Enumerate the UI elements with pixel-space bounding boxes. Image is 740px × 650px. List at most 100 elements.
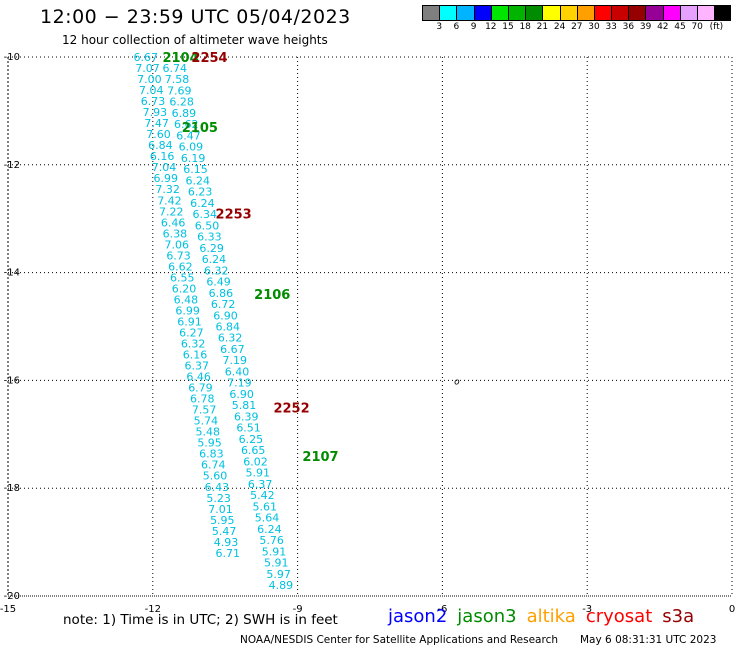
lat-tick-label: -12 (4, 160, 20, 171)
wave-height-value: 6.39 (234, 410, 259, 423)
wave-height-value: 6.38 (163, 227, 188, 240)
wave-height-value: 6.46 (161, 216, 186, 229)
wave-height-value: 7.07 (135, 62, 160, 75)
colorbar-label: 36 (622, 22, 635, 32)
wave-height-value: 6.02 (243, 455, 268, 468)
wave-height-value: 7.60 (146, 128, 171, 141)
wave-height-value: 7.04 (152, 161, 177, 174)
wave-height-value: 7.22 (159, 205, 184, 218)
wave-height-value: 6.24 (190, 197, 215, 210)
wave-height-value: 6.62 (168, 260, 193, 273)
lon-tick-label: -9 (293, 604, 303, 615)
wave-height-value: 5.23 (206, 492, 231, 505)
wave-height-value: 5.91 (264, 557, 289, 570)
page-title: 12:00 − 23:59 UTC 05/04/2023 (40, 6, 351, 28)
wave-height-value: 6.91 (177, 315, 202, 328)
wave-height-value: 6.51 (236, 422, 261, 435)
wave-height-value: 6.86 (209, 287, 234, 300)
wave-height-value: 6.99 (175, 304, 200, 317)
pass-time-label: 2104 (162, 51, 198, 66)
page-subtitle: 12 hour collection of altimeter wave hei… (62, 33, 328, 47)
lat-tick-label: -16 (4, 375, 20, 386)
wave-height-value: 6.71 (216, 547, 241, 560)
map-frame (7, 56, 733, 597)
map-feature: o (454, 377, 460, 387)
wave-height-value: 4.89 (269, 579, 294, 592)
colorbar-label: 39 (639, 22, 652, 32)
wave-height-value: 6.27 (179, 326, 204, 339)
wave-height-value: 5.91 (246, 467, 271, 480)
wave-height-value: 7.57 (192, 404, 217, 417)
colorbar-swatch (662, 5, 680, 21)
colorbar-label: 33 (605, 22, 617, 32)
colorbar-label: 18 (519, 22, 531, 32)
wave-height-value: 6.74 (162, 62, 187, 75)
wave-height-value: 6.67 (220, 343, 245, 356)
satellite-legend: jason2 jason3 altika cryosat s3a (388, 606, 704, 627)
colorbar-swatch (525, 5, 543, 21)
wave-height-value: 5.74 (194, 415, 219, 428)
wave-height-value: 6.43 (205, 481, 230, 494)
generation-timestamp: May 6 08:31:31 UTC 2023 (580, 634, 717, 646)
colorbar-label: 9 (470, 22, 477, 32)
colorbar-swatch (697, 5, 715, 21)
footnote: note: 1) Time is in UTC; 2) SWH is in fe… (63, 612, 338, 628)
lat-tick-label: -10 (4, 52, 20, 63)
wave-height-value: 5.48 (195, 426, 220, 439)
lon-tick-label: -6 (437, 604, 447, 615)
colorbar-swatch (628, 5, 646, 21)
wave-height-value: 6.73 (141, 95, 166, 108)
colorbar-label: 30 (588, 22, 600, 32)
wave-height-value: 6.29 (199, 242, 224, 255)
wave-height-value: 6.33 (197, 231, 222, 244)
colorbar-swatch (559, 5, 577, 21)
wave-height-value: 5.91 (262, 545, 287, 558)
pass-time-label: 2107 (302, 450, 338, 465)
lat-tick-label: -14 (4, 268, 20, 279)
wave-height-value: 7.32 (155, 183, 180, 196)
credit-line: NOAA/NESDIS Center for Satellite Applica… (240, 634, 558, 646)
wave-height-value: 5.64 (255, 512, 279, 525)
wave-height-value: 6.19 (181, 152, 206, 165)
wave-height-value: 5.97 (266, 568, 291, 581)
wave-height-value: 5.76 (259, 534, 284, 547)
wave-height-value: 6.28 (169, 96, 194, 109)
colorbar-swatch (473, 5, 491, 21)
map-grid (7, 56, 733, 597)
colorbar-swatch (490, 5, 508, 21)
legend-item-jason2: jason2 (388, 606, 448, 627)
wave-height-value: 4.93 (214, 536, 239, 549)
wave-height-value: 5.95 (210, 514, 235, 527)
legend-item-jason3: jason3 (457, 606, 517, 627)
wave-height-value: 6.32 (181, 338, 206, 351)
wave-height-value: 5.81 (232, 399, 257, 412)
wave-height-value: 7.42 (157, 194, 182, 207)
wave-height-value: 6.34 (192, 208, 217, 221)
satellite-tracks: 6.677.077.007.046.737.937.477.606.846.16… (133, 51, 293, 592)
pass-time-label: 2253 (216, 207, 252, 222)
wave-height-value: 5.47 (212, 525, 237, 538)
wave-height-value: 6.24 (186, 174, 211, 187)
colorbar-swatch (611, 5, 629, 21)
lon-tick-label: -12 (145, 604, 161, 615)
wave-height-value: 7.47 (144, 117, 169, 130)
wave-height-value: 6.15 (183, 163, 208, 176)
colorbar-swatch (679, 5, 697, 21)
lat-tick-label: -20 (4, 591, 20, 602)
wave-height-value: 6.67 (133, 51, 158, 64)
wave-height-value: 6.49 (206, 276, 231, 289)
wave-height-value: 6.16 (150, 150, 175, 163)
wave-height-value: 7.01 (208, 503, 233, 516)
wave-height-value: 7.04 (139, 84, 164, 97)
lat-tick-label: -18 (4, 483, 20, 494)
lon-tick-label: -3 (582, 604, 592, 615)
wave-height-value: 6.32 (218, 332, 243, 345)
legend-item-altika: altika (526, 606, 576, 627)
colorbar-swatch (593, 5, 612, 21)
pass-time-label: 2105 (182, 121, 218, 136)
colorbar-label: 12 (485, 22, 497, 32)
wave-height-value: 6.50 (195, 219, 220, 232)
wave-height-value: 6.90 (213, 309, 238, 322)
colorbar-label: 70 (691, 22, 703, 32)
wave-height-value: 6.47 (176, 129, 201, 142)
